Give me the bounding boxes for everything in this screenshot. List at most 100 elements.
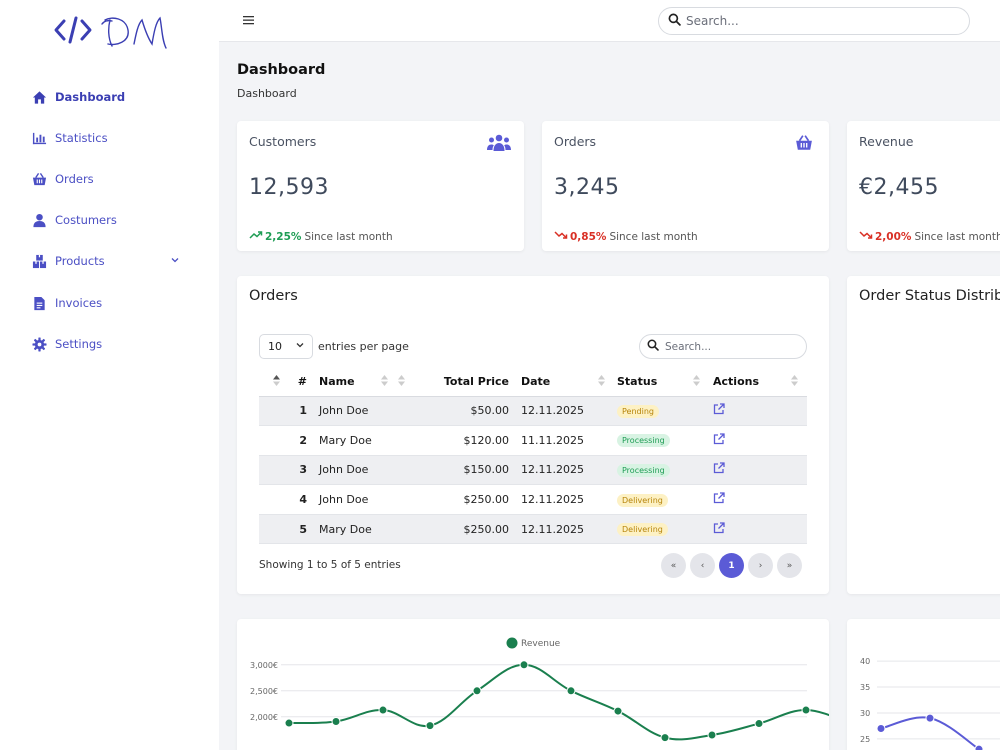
status-badge: Delivering	[617, 523, 668, 537]
sidebar-item-invoices[interactable]: Invoices	[32, 293, 182, 313]
sort-icon	[380, 374, 388, 389]
gear-icon	[32, 336, 47, 352]
data-point	[707, 730, 717, 740]
external-link-icon[interactable]	[713, 433, 725, 445]
pagination-first-button[interactable]: «	[661, 553, 686, 578]
table-row[interactable]: 2 Mary Doe $120.00 11.11.2025 Processing	[259, 425, 807, 456]
column-header-date-label: Date	[521, 374, 551, 388]
table-cell-spacer	[259, 455, 289, 486]
data-point	[613, 706, 623, 716]
y-tick-label: 3,000€	[250, 661, 278, 670]
table-search[interactable]	[639, 334, 807, 359]
breadcrumb[interactable]: Dashboard	[237, 87, 297, 100]
y-tick-label: 2,500€	[250, 687, 278, 696]
column-header-status[interactable]: Status	[607, 368, 703, 397]
data-point	[925, 713, 935, 723]
basket-icon	[32, 172, 47, 187]
card-title: Order Status Distrib	[859, 288, 1000, 304]
sidebar-item-dashboard[interactable]: Dashboard	[32, 87, 182, 107]
pagination-last-button[interactable]: »	[777, 553, 802, 578]
secondary-chart-card: 40 35 30 25	[847, 619, 1000, 750]
chevron-down-icon[interactable]	[170, 254, 180, 268]
basket-icon	[792, 133, 816, 153]
sidebar-item-orders[interactable]: Orders	[32, 169, 182, 189]
order-customer-name: John Doe	[313, 396, 421, 427]
order-customer-name: Mary Doe	[313, 425, 421, 456]
sidebar-item-products[interactable]: Products	[32, 251, 182, 271]
pagination-prev-button[interactable]: ‹	[690, 553, 715, 578]
revenue-chart: 3,000€ 2,500€ 2,000€ Revenue	[250, 637, 858, 743]
sidebar-item-statistics[interactable]: Statistics	[32, 128, 182, 148]
data-point	[425, 721, 435, 731]
external-link-icon[interactable]	[713, 492, 725, 504]
data-point	[331, 716, 341, 726]
revenue-chart-card: 3,000€ 2,500€ 2,000€ Revenue	[237, 619, 858, 750]
sidebar-item-costumers[interactable]: Costumers	[32, 210, 182, 230]
order-actions-cell	[703, 484, 807, 515]
data-point	[378, 705, 388, 715]
sort-column-header[interactable]	[259, 368, 289, 397]
chevron-down-icon	[295, 340, 305, 353]
external-link-icon[interactable]	[713, 462, 725, 474]
order-number: 5	[289, 514, 313, 545]
order-status-cell: Delivering	[607, 514, 703, 545]
stat-label: Revenue	[859, 134, 914, 149]
data-point	[801, 705, 811, 715]
boxes-icon	[32, 254, 47, 269]
column-header-name-label: Name	[319, 374, 355, 388]
order-total-price: $250.00	[421, 514, 509, 545]
stat-change: 2,25% Since last month	[249, 230, 393, 243]
column-header-number[interactable]: #	[289, 368, 313, 397]
sidebar-item-label: Settings	[55, 337, 103, 351]
pagination-page-button[interactable]: 1	[719, 553, 744, 578]
per-page-select[interactable]: 10	[259, 334, 313, 359]
column-header-actions-label: Actions	[713, 374, 759, 388]
table-cell-spacer	[259, 396, 289, 427]
orders-table: # Name Total Price Date Status Actions 1…	[259, 368, 807, 545]
table-search-input[interactable]	[665, 340, 795, 353]
order-total-price: $120.00	[421, 425, 509, 456]
sidebar-item-label: Costumers	[55, 213, 117, 227]
table-row[interactable]: 4 John Doe $250.00 12.11.2025 Delivering	[259, 484, 807, 515]
external-link-icon[interactable]	[713, 403, 725, 415]
orders-table-card: Orders 10 entries per page # Name Total …	[237, 276, 829, 594]
column-header-name[interactable]: Name	[313, 368, 421, 397]
sidebar-item-label: Products	[55, 254, 105, 268]
secondary-chart: 40 35 30 25	[860, 657, 1000, 750]
order-total-price: $250.00	[421, 484, 509, 515]
data-point	[472, 686, 482, 696]
table-row[interactable]: 3 John Doe $150.00 12.11.2025 Processing	[259, 455, 807, 486]
order-status-card: Order Status Distrib	[847, 276, 1000, 594]
stat-change-label: Since last month	[914, 230, 1000, 243]
trend-down-icon	[554, 230, 568, 243]
card-title: Orders	[249, 288, 298, 304]
pagination-next-button[interactable]: ›	[748, 553, 773, 578]
order-total-price: $150.00	[421, 455, 509, 486]
table-cell-spacer	[259, 514, 289, 545]
sidebar: Dashboard Statistics Orders Costumers Pr…	[0, 0, 219, 750]
external-link-icon[interactable]	[713, 522, 725, 534]
user-icon	[32, 213, 47, 228]
logo[interactable]	[50, 8, 175, 54]
per-page-value: 10	[268, 340, 282, 353]
sidebar-item-settings[interactable]: Settings	[32, 334, 182, 354]
table-cell-spacer	[259, 425, 289, 456]
stat-change-percent: 0,85%	[570, 230, 607, 243]
order-date: 12.11.2025	[509, 396, 607, 427]
order-customer-name: John Doe	[313, 484, 421, 515]
table-row[interactable]: 1 John Doe $50.00 12.11.2025 Pending	[259, 396, 807, 427]
hamburger-menu-icon[interactable]	[242, 13, 256, 27]
column-header-date[interactable]: Date	[509, 368, 607, 397]
home-icon	[32, 90, 47, 105]
sort-icon	[693, 374, 701, 389]
table-info: Showing 1 to 5 of 5 entries	[259, 559, 401, 571]
table-row[interactable]: 5 Mary Doe $250.00 12.11.2025 Delivering	[259, 514, 807, 545]
order-number: 3	[289, 455, 313, 486]
sidebar-item-label: Statistics	[55, 131, 108, 145]
global-search[interactable]	[658, 7, 970, 35]
stat-value: 12,593	[249, 175, 329, 200]
search-input[interactable]	[686, 14, 946, 28]
column-header-total-price[interactable]: Total Price	[421, 368, 509, 397]
column-header-actions[interactable]: Actions	[703, 368, 807, 397]
order-date: 12.11.2025	[509, 484, 607, 515]
